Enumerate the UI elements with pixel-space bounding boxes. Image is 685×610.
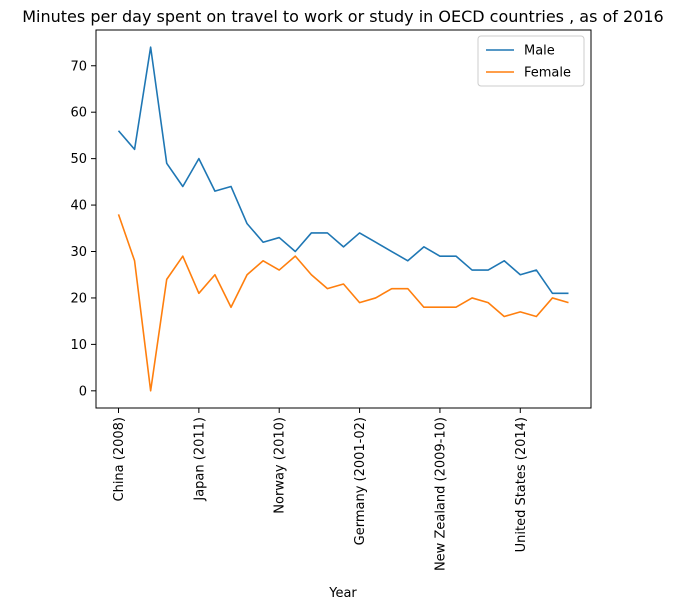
data-point-male <box>149 46 151 48</box>
data-point-male <box>439 255 441 257</box>
y-axis: 0 10 20 30 40 50 60 70 <box>70 59 96 399</box>
y-tick-label: 10 <box>70 338 87 353</box>
data-point-female <box>326 287 328 289</box>
y-tick-label: 0 <box>79 384 87 399</box>
y-tick-label: 60 <box>70 106 87 121</box>
data-point-male <box>519 274 521 276</box>
data-point-male <box>358 232 360 234</box>
data-point-male <box>230 185 232 187</box>
data-point-male <box>503 260 505 262</box>
series-line-female <box>117 214 569 392</box>
data-point-male <box>294 250 296 252</box>
data-point-female <box>246 274 248 276</box>
data-point-female <box>551 297 553 299</box>
data-point-female <box>519 311 521 313</box>
data-point-male <box>262 241 264 243</box>
data-point-male <box>455 255 457 257</box>
data-point-male <box>246 222 248 224</box>
data-point-female <box>342 283 344 285</box>
data-point-male <box>342 246 344 248</box>
data-point-male <box>214 190 216 192</box>
x-axis: China (2008) Japan (2011) Norway (2010) Ger… <box>112 408 529 571</box>
data-point-female <box>407 287 409 289</box>
data-point-female <box>182 255 184 257</box>
plot-area <box>95 29 592 409</box>
data-point-male <box>551 292 553 294</box>
x-tick-label: Norway (2010) <box>273 417 288 514</box>
y-tick-label: 70 <box>70 59 87 74</box>
data-point-male <box>471 269 473 271</box>
legend-label-female: Female <box>524 66 571 81</box>
data-point-male <box>391 250 393 252</box>
data-point-male <box>198 157 200 159</box>
data-point-female <box>358 301 360 303</box>
series-layer <box>117 46 569 392</box>
x-tick-label: New Zealand (2009-10) <box>433 417 448 571</box>
data-point-female <box>117 213 119 215</box>
data-point-male <box>117 130 119 132</box>
data-point-male <box>487 269 489 271</box>
x-tick-label: United States (2014) <box>514 417 529 552</box>
data-point-female <box>149 390 151 392</box>
x-tick-label: China (2008) <box>112 417 127 502</box>
series-line-male <box>117 46 569 295</box>
data-point-female <box>166 278 168 280</box>
data-point-male <box>278 236 280 238</box>
data-point-male <box>326 232 328 234</box>
data-point-female <box>471 297 473 299</box>
data-point-female <box>278 269 280 271</box>
data-point-female <box>535 315 537 317</box>
data-point-female <box>423 306 425 308</box>
data-point-female <box>310 274 312 276</box>
data-point-female <box>214 274 216 276</box>
data-point-female <box>503 315 505 317</box>
data-point-male <box>407 260 409 262</box>
y-tick-label: 30 <box>70 245 87 260</box>
data-point-female <box>262 260 264 262</box>
data-point-female <box>294 255 296 257</box>
data-point-female <box>230 306 232 308</box>
data-point-male <box>310 232 312 234</box>
data-point-female <box>391 287 393 289</box>
data-point-female <box>133 260 135 262</box>
chart-title: Minutes per day spent on travel to work … <box>22 7 663 26</box>
x-axis-label: Year <box>328 586 357 601</box>
data-point-female <box>487 301 489 303</box>
legend: Male Female <box>477 35 585 87</box>
legend-box <box>477 35 585 87</box>
data-point-male <box>182 185 184 187</box>
y-tick-label: 50 <box>70 152 87 167</box>
x-tick-label: Japan (2011) <box>192 417 207 502</box>
data-point-female <box>374 297 376 299</box>
data-point-female <box>439 306 441 308</box>
data-point-female <box>567 301 569 303</box>
data-point-male <box>166 162 168 164</box>
data-point-male <box>374 241 376 243</box>
legend-label-male: Male <box>524 44 555 59</box>
y-tick-label: 40 <box>70 199 87 214</box>
y-tick-label: 20 <box>70 291 87 306</box>
data-point-male <box>423 246 425 248</box>
data-point-male <box>535 269 537 271</box>
data-point-male <box>567 292 569 294</box>
data-point-female <box>198 292 200 294</box>
data-point-female <box>455 306 457 308</box>
data-point-male <box>133 148 135 150</box>
x-tick-label: Germany (2001-02) <box>353 417 368 545</box>
